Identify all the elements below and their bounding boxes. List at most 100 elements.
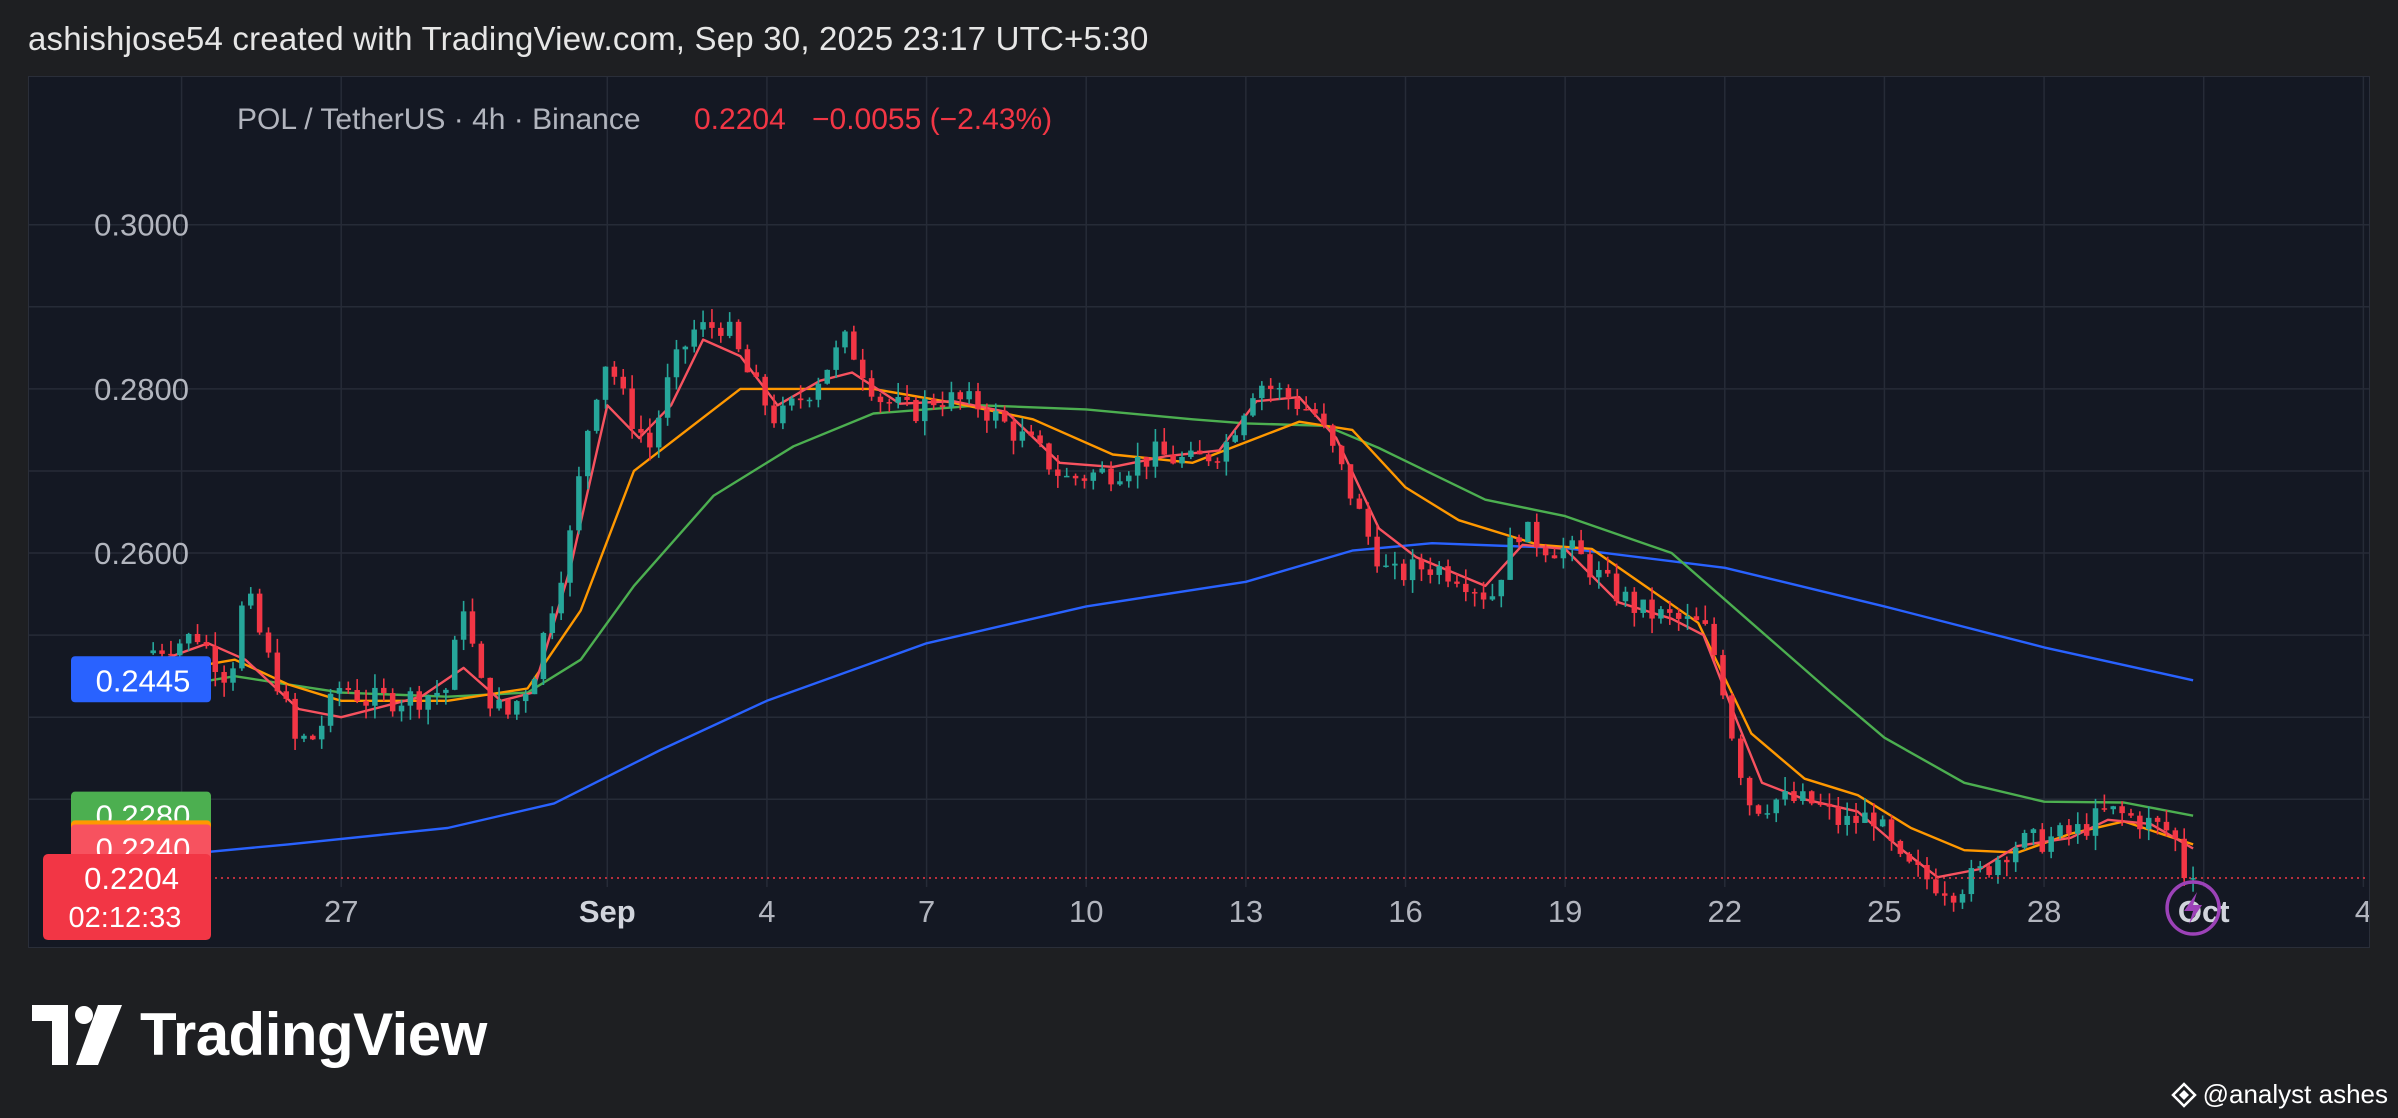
candle [1108, 468, 1114, 485]
candle [2004, 859, 2010, 863]
candle [1090, 472, 1097, 481]
symbol-legend: POL / TetherUS · 4h · Binance [237, 103, 641, 136]
chart-header-caption: ashishjose54 created with TradingView.co… [28, 20, 1149, 57]
candle [1933, 879, 1939, 894]
candle [1879, 819, 1886, 827]
candle [1463, 583, 1469, 593]
y-axis-labels: 0.3000 0.2800 0.2600 [94, 208, 189, 571]
candle [1170, 454, 1176, 464]
candle [1143, 456, 1150, 467]
candle [460, 611, 467, 640]
candle [1383, 565, 1389, 568]
moving-average-line [138, 404, 2194, 817]
candle [576, 476, 582, 531]
candle [2119, 806, 2125, 814]
candle [469, 611, 476, 644]
watermark-text: @analyst ashes [2202, 1079, 2388, 1109]
candle [2012, 847, 2019, 863]
candle [1640, 599, 1646, 613]
candle [1214, 461, 1221, 463]
candle [629, 388, 635, 429]
candle [2190, 878, 2196, 880]
candle [1596, 569, 1602, 578]
candle [1445, 566, 1451, 582]
candle [1188, 450, 1194, 457]
candle [1028, 431, 1034, 436]
candle [1808, 791, 1815, 804]
candle [514, 701, 520, 715]
candle [1986, 866, 1992, 876]
candle [407, 691, 414, 706]
candle [1968, 868, 1975, 895]
countdown-label: 02:12:33 [69, 902, 182, 934]
candle [185, 633, 192, 644]
candle [868, 378, 875, 397]
candle [248, 593, 254, 606]
candle [1303, 408, 1309, 411]
candle [487, 677, 493, 709]
candle [1267, 385, 1274, 390]
candle [1800, 791, 1806, 801]
candle [1259, 385, 1265, 399]
candle [2048, 836, 2054, 852]
candle [2039, 829, 2046, 852]
lightning-icon[interactable] [2165, 880, 2221, 936]
candle [1285, 388, 1292, 399]
candle [2172, 830, 2179, 839]
candle [1063, 475, 1070, 478]
candle [1551, 555, 1558, 559]
candle [753, 372, 760, 377]
candle [496, 699, 502, 709]
candle [638, 428, 644, 433]
candle [1977, 866, 1983, 869]
candle [2057, 825, 2063, 837]
x-tick-label: 7 [918, 894, 935, 929]
candle [2021, 832, 2028, 848]
candle [1436, 566, 1442, 575]
grid [29, 77, 2369, 887]
candle [2092, 808, 2099, 836]
x-axis-labels: 2427Sep4710131619222528Oct4 [164, 894, 2369, 929]
candle [1817, 803, 1824, 805]
candle [194, 633, 201, 643]
candle [1392, 563, 1398, 566]
candle [1950, 895, 1957, 903]
candle [363, 701, 369, 706]
x-tick-label: 4 [758, 894, 775, 929]
candle [895, 396, 901, 403]
candle [443, 689, 449, 693]
candle [2110, 806, 2116, 810]
symbol-last-price: 0.2204 [694, 103, 786, 136]
candle [159, 650, 165, 654]
candle [2128, 813, 2134, 816]
candle [540, 633, 547, 680]
candle [833, 347, 839, 370]
candle [1826, 803, 1833, 807]
candle [1782, 791, 1788, 800]
candle [1534, 521, 1540, 548]
candle [1117, 481, 1123, 485]
candle [1241, 415, 1247, 436]
candle [2075, 824, 2081, 834]
candle [336, 688, 343, 694]
candle [425, 696, 431, 710]
candle [230, 668, 236, 683]
candle [505, 699, 511, 715]
candle [780, 405, 786, 424]
candle [203, 642, 210, 647]
y-tick-label: 0.2800 [94, 372, 189, 407]
candle [1152, 441, 1159, 467]
symbol-change: −0.0055 (−2.43%) [812, 103, 1052, 136]
candles [150, 309, 2196, 912]
moving-average-line [138, 387, 2194, 854]
candle [2145, 817, 2152, 830]
candle [1454, 581, 1460, 584]
candle [673, 349, 680, 378]
candle [1081, 478, 1088, 481]
candle [1995, 859, 2001, 876]
candle [1844, 815, 1850, 825]
candle [2030, 829, 2037, 833]
candle [1888, 819, 1895, 842]
